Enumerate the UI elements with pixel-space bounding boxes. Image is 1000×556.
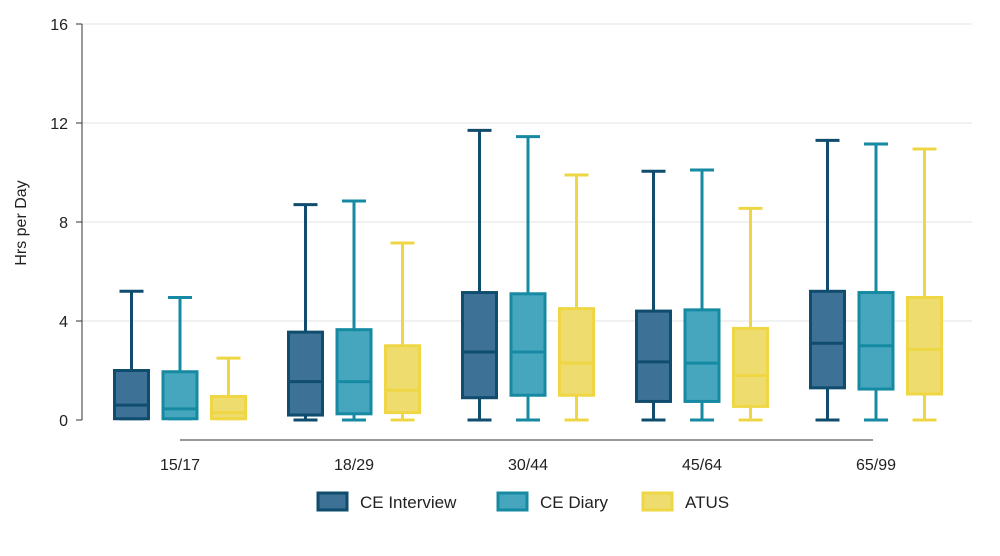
box-iqr	[161, 370, 199, 421]
y-tick-label: 16	[50, 17, 68, 34]
legend-item: CE Diary	[496, 491, 609, 512]
legend-swatch	[641, 491, 674, 512]
x-tick-label: 30/44	[508, 457, 548, 474]
boxes	[113, 128, 943, 422]
box-ce-interview-15-17	[113, 289, 150, 421]
box-ce-interview-65-99	[809, 138, 846, 422]
box-iqr	[906, 295, 943, 396]
box-ce-diary-45-64	[683, 168, 721, 422]
y-ticks: 0 4 8 12 16	[50, 17, 82, 430]
box-ce-diary-18-29	[335, 199, 373, 422]
y-tick-label: 4	[59, 314, 68, 331]
box-iqr	[384, 344, 421, 415]
box-iqr	[210, 394, 247, 421]
x-tick-label: 18/29	[334, 457, 374, 474]
legend-item: CE Interview	[316, 491, 457, 512]
box-ce-diary-15-17	[161, 295, 199, 421]
box-iqr	[732, 326, 769, 408]
box-iqr	[335, 328, 373, 416]
box-atus-15-17	[210, 356, 247, 421]
box-ce-interview-30-44	[461, 128, 498, 422]
box-ce-diary-30-44	[509, 135, 547, 422]
box-iqr	[509, 292, 547, 397]
box-iqr	[683, 308, 721, 403]
box-iqr	[809, 289, 846, 390]
legend-item: ATUS	[641, 491, 729, 512]
box-iqr	[558, 307, 595, 397]
box-iqr	[287, 330, 324, 417]
x-tick-label: 45/64	[682, 457, 722, 474]
y-tick-label: 0	[59, 413, 68, 430]
y-tick-label: 8	[59, 215, 68, 232]
legend-label: CE Interview	[360, 493, 457, 512]
box-ce-interview-18-29	[287, 203, 324, 422]
box-atus-30-44	[558, 173, 595, 422]
x-ticks: 15/17 18/29 30/44 45/64 65/99	[160, 457, 896, 474]
box-ce-interview-45-64	[635, 169, 672, 422]
box-ce-diary-65-99	[857, 142, 895, 422]
legend-swatch	[316, 491, 349, 512]
x-tick-label: 15/17	[160, 457, 200, 474]
legend-label: ATUS	[685, 493, 729, 512]
box-atus-18-29	[384, 241, 421, 422]
box-atus-65-99	[906, 147, 943, 422]
legend: CE Interview CE Diary ATUS	[316, 491, 729, 512]
box-atus-45-64	[732, 206, 769, 422]
y-axis-title: Hrs per Day	[13, 180, 30, 265]
x-tick-label: 65/99	[856, 457, 896, 474]
box-iqr	[113, 369, 150, 421]
legend-label: CE Diary	[540, 493, 609, 512]
box-iqr	[635, 309, 672, 403]
y-tick-label: 12	[50, 116, 68, 133]
legend-swatch	[496, 491, 529, 512]
box-iqr	[857, 291, 895, 391]
box-iqr	[461, 291, 498, 400]
